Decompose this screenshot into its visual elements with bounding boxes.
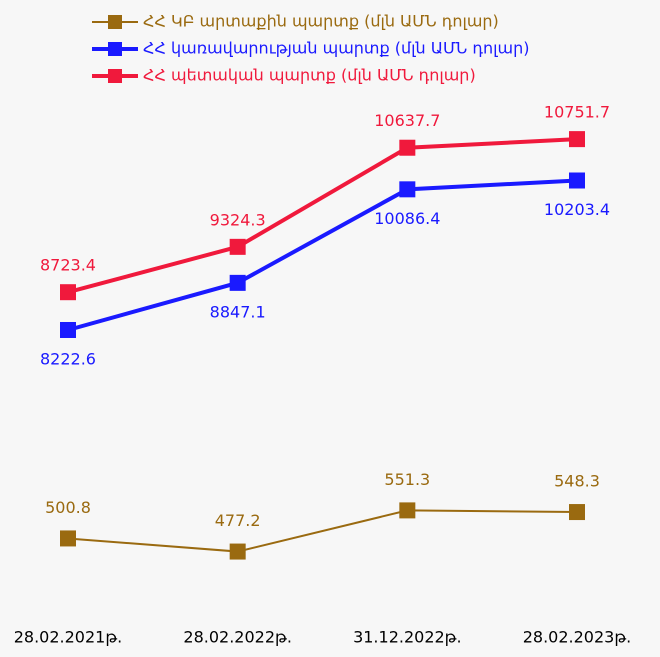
data-label: 8222.6 <box>40 349 96 368</box>
data-label: 551.3 <box>384 470 430 489</box>
point-marker <box>60 530 76 546</box>
data-label: 10637.7 <box>374 111 440 130</box>
point-marker <box>60 284 76 300</box>
x-tick-label: 28.02.2021թ. <box>14 628 123 647</box>
legend-marker <box>108 42 122 56</box>
point-marker <box>399 502 415 518</box>
data-label: 10751.7 <box>544 103 610 122</box>
legend-marker <box>108 15 122 29</box>
legend-label: ՀՀ ԿԲ արտաքին պարտք (մլն ԱՄՆ դոլար) <box>143 12 499 31</box>
point-marker <box>230 239 246 255</box>
point-marker <box>230 544 246 560</box>
data-label: 10086.4 <box>374 209 440 228</box>
x-tick-label: 31.12.2022թ. <box>353 628 462 647</box>
x-tick-label: 28.02.2022թ. <box>183 628 292 647</box>
legend-label: ՀՀ պետական պարտք (մլն ԱՄՆ դոլար) <box>143 66 476 85</box>
point-marker <box>230 275 246 291</box>
data-label: 10203.4 <box>544 200 610 219</box>
point-marker <box>569 172 585 188</box>
data-label: 548.3 <box>554 472 600 491</box>
x-tick-label: 28.02.2023թ. <box>523 628 632 647</box>
legend-marker <box>108 69 122 83</box>
data-label: 8847.1 <box>210 302 266 321</box>
point-marker <box>399 140 415 156</box>
data-label: 477.2 <box>215 511 261 530</box>
data-label: 500.8 <box>45 498 91 517</box>
point-marker <box>60 322 76 338</box>
legend-label: ՀՀ կառավարության պարտք (մլն ԱՄՆ դոլար) <box>143 39 529 58</box>
background <box>0 0 660 657</box>
data-label: 9324.3 <box>210 210 266 229</box>
chart: 28.02.2021թ. 28.02.2022թ. 31.12.2022թ. 28.0… <box>0 0 660 657</box>
point-marker <box>569 504 585 520</box>
point-marker <box>569 131 585 147</box>
point-marker <box>399 181 415 197</box>
data-label: 8723.4 <box>40 256 96 275</box>
